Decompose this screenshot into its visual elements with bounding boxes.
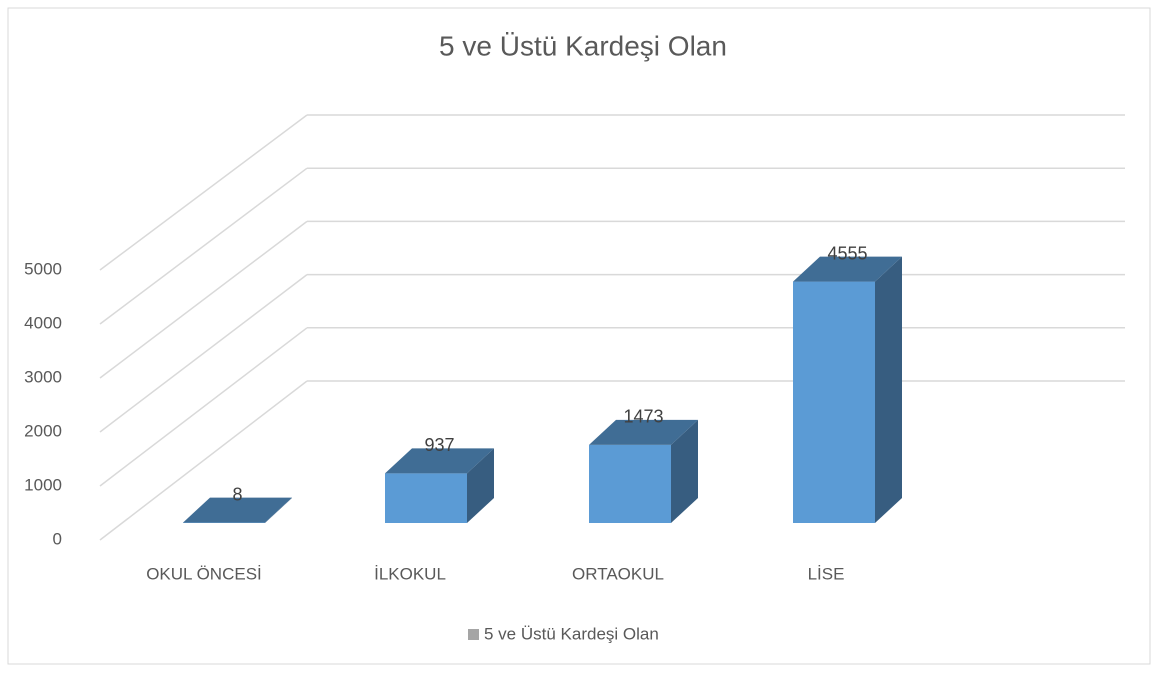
data-label: 4555 — [827, 243, 867, 263]
bar-side — [671, 419, 698, 523]
bar-top — [385, 448, 494, 474]
bar-side — [467, 448, 494, 523]
y-tick-label: 1000 — [24, 475, 62, 494]
grid-line — [99, 114, 308, 271]
x-tick-label: LİSE — [808, 564, 845, 583]
bar — [793, 281, 875, 523]
legend-swatch — [468, 629, 479, 640]
bar — [589, 444, 671, 523]
data-label: 937 — [424, 435, 454, 455]
y-tick-label: 2000 — [24, 421, 62, 440]
grid-line — [99, 167, 308, 325]
bar-side — [875, 256, 902, 523]
grid-line — [99, 380, 308, 541]
x-tick-label: OKUL ÖNCESİ — [146, 564, 262, 583]
bar-top — [589, 419, 698, 445]
bar-top — [793, 256, 902, 282]
y-tick-label: 4000 — [24, 313, 62, 332]
bar-top — [183, 497, 292, 523]
data-label: 1473 — [623, 407, 663, 427]
grid-line — [99, 220, 308, 379]
grid-line — [99, 274, 308, 433]
y-tick-label: 3000 — [24, 367, 62, 386]
bar-side — [265, 497, 292, 523]
chart-title: 5 ve Üstü Kardeşi Olan — [439, 30, 727, 61]
y-tick-label: 5000 — [24, 259, 62, 278]
x-tick-label: ORTAOKUL — [572, 564, 664, 583]
legend-label: 5 ve Üstü Kardeşi Olan — [484, 624, 659, 643]
bar — [385, 473, 467, 523]
data-label: 8 — [232, 484, 242, 504]
y-tick-label: 0 — [53, 529, 62, 548]
x-tick-label: İLKOKUL — [374, 564, 446, 583]
chart-border — [7, 7, 1151, 665]
grid-line — [99, 327, 308, 487]
